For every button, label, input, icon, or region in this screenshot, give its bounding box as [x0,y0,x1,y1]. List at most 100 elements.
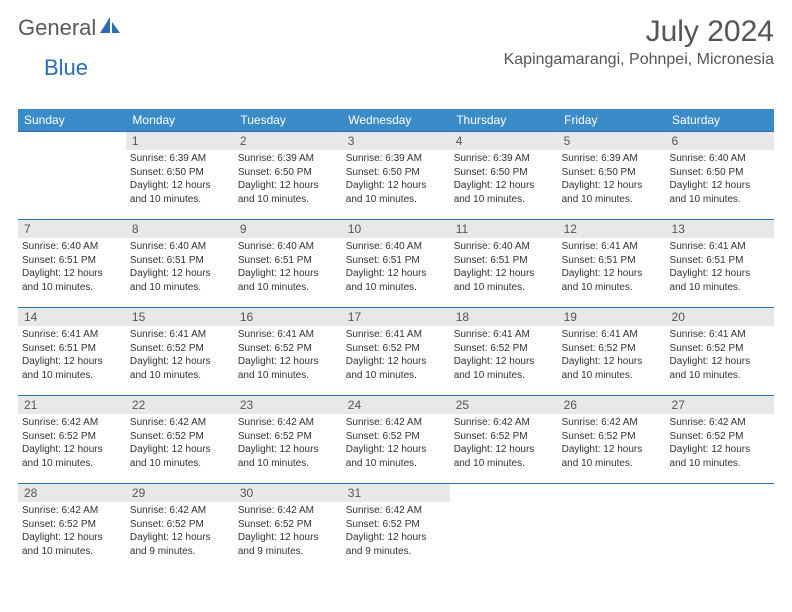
day-data: Sunrise: 6:40 AMSunset: 6:51 PMDaylight:… [126,238,234,298]
day-number: 6 [666,132,774,150]
day-number: 29 [126,484,234,502]
calendar-cell: 25Sunrise: 6:42 AMSunset: 6:52 PMDayligh… [450,396,558,484]
calendar-cell: 10Sunrise: 6:40 AMSunset: 6:51 PMDayligh… [342,220,450,308]
calendar-cell: 27Sunrise: 6:42 AMSunset: 6:52 PMDayligh… [666,396,774,484]
day-data: Sunrise: 6:39 AMSunset: 6:50 PMDaylight:… [234,150,342,210]
day-data: Sunrise: 6:42 AMSunset: 6:52 PMDaylight:… [450,414,558,474]
day-data: Sunrise: 6:42 AMSunset: 6:52 PMDaylight:… [234,414,342,474]
day-data: Sunrise: 6:39 AMSunset: 6:50 PMDaylight:… [558,150,666,210]
day-number: 28 [18,484,126,502]
weekday-header: Monday [126,109,234,132]
calendar-cell: 5Sunrise: 6:39 AMSunset: 6:50 PMDaylight… [558,132,666,220]
day-data: Sunrise: 6:41 AMSunset: 6:51 PMDaylight:… [666,238,774,298]
month-title: July 2024 [504,15,774,49]
day-data: Sunrise: 6:40 AMSunset: 6:50 PMDaylight:… [666,150,774,210]
day-number: 8 [126,220,234,238]
day-data: Sunrise: 6:39 AMSunset: 6:50 PMDaylight:… [126,150,234,210]
calendar-cell: 28Sunrise: 6:42 AMSunset: 6:52 PMDayligh… [18,484,126,572]
day-number: 18 [450,308,558,326]
brand-text-blue: Blue [44,55,88,80]
day-number: 12 [558,220,666,238]
calendar-cell: 19Sunrise: 6:41 AMSunset: 6:52 PMDayligh… [558,308,666,396]
day-data: Sunrise: 6:42 AMSunset: 6:52 PMDaylight:… [558,414,666,474]
day-number: 21 [18,396,126,414]
day-number: 15 [126,308,234,326]
day-number: 22 [126,396,234,414]
day-number: 16 [234,308,342,326]
day-number: 31 [342,484,450,502]
day-number: 3 [342,132,450,150]
calendar-cell: 4Sunrise: 6:39 AMSunset: 6:50 PMDaylight… [450,132,558,220]
weekday-header-row: SundayMondayTuesdayWednesdayThursdayFrid… [18,109,774,132]
calendar-row: 1Sunrise: 6:39 AMSunset: 6:50 PMDaylight… [18,132,774,220]
calendar-cell: 6Sunrise: 6:40 AMSunset: 6:50 PMDaylight… [666,132,774,220]
day-number: 2 [234,132,342,150]
day-data: Sunrise: 6:42 AMSunset: 6:52 PMDaylight:… [234,502,342,562]
calendar-cell: 20Sunrise: 6:41 AMSunset: 6:52 PMDayligh… [666,308,774,396]
calendar-cell: 29Sunrise: 6:42 AMSunset: 6:52 PMDayligh… [126,484,234,572]
day-number: 25 [450,396,558,414]
day-number: 10 [342,220,450,238]
day-number: 24 [342,396,450,414]
calendar-cell: 26Sunrise: 6:42 AMSunset: 6:52 PMDayligh… [558,396,666,484]
day-number: 17 [342,308,450,326]
calendar-cell: 24Sunrise: 6:42 AMSunset: 6:52 PMDayligh… [342,396,450,484]
day-data: Sunrise: 6:40 AMSunset: 6:51 PMDaylight:… [450,238,558,298]
calendar-cell: 2Sunrise: 6:39 AMSunset: 6:50 PMDaylight… [234,132,342,220]
day-data: Sunrise: 6:40 AMSunset: 6:51 PMDaylight:… [342,238,450,298]
calendar-cell: 11Sunrise: 6:40 AMSunset: 6:51 PMDayligh… [450,220,558,308]
weekday-header: Friday [558,109,666,132]
calendar-cell [18,132,126,220]
calendar-cell: 22Sunrise: 6:42 AMSunset: 6:52 PMDayligh… [126,396,234,484]
day-number: 19 [558,308,666,326]
calendar-cell [558,484,666,572]
day-data: Sunrise: 6:41 AMSunset: 6:52 PMDaylight:… [666,326,774,386]
calendar-cell: 16Sunrise: 6:41 AMSunset: 6:52 PMDayligh… [234,308,342,396]
calendar-cell: 3Sunrise: 6:39 AMSunset: 6:50 PMDaylight… [342,132,450,220]
day-data: Sunrise: 6:41 AMSunset: 6:52 PMDaylight:… [342,326,450,386]
day-data: Sunrise: 6:40 AMSunset: 6:51 PMDaylight:… [18,238,126,298]
calendar-row: 7Sunrise: 6:40 AMSunset: 6:51 PMDaylight… [18,220,774,308]
calendar-row: 21Sunrise: 6:42 AMSunset: 6:52 PMDayligh… [18,396,774,484]
day-data: Sunrise: 6:42 AMSunset: 6:52 PMDaylight:… [342,502,450,562]
calendar-cell: 12Sunrise: 6:41 AMSunset: 6:51 PMDayligh… [558,220,666,308]
day-number: 7 [18,220,126,238]
day-data: Sunrise: 6:42 AMSunset: 6:52 PMDaylight:… [18,414,126,474]
calendar-cell: 23Sunrise: 6:42 AMSunset: 6:52 PMDayligh… [234,396,342,484]
day-data: Sunrise: 6:42 AMSunset: 6:52 PMDaylight:… [126,502,234,562]
day-data: Sunrise: 6:39 AMSunset: 6:50 PMDaylight:… [342,150,450,210]
weekday-header: Wednesday [342,109,450,132]
weekday-header: Tuesday [234,109,342,132]
brand-logo: General [18,15,124,41]
weekday-header: Saturday [666,109,774,132]
day-data: Sunrise: 6:40 AMSunset: 6:51 PMDaylight:… [234,238,342,298]
calendar-cell: 30Sunrise: 6:42 AMSunset: 6:52 PMDayligh… [234,484,342,572]
day-number: 23 [234,396,342,414]
brand-sail-icon [100,17,122,40]
day-data: Sunrise: 6:41 AMSunset: 6:51 PMDaylight:… [18,326,126,386]
day-data: Sunrise: 6:41 AMSunset: 6:52 PMDaylight:… [234,326,342,386]
calendar-cell [450,484,558,572]
brand-text-general: General [18,15,96,41]
calendar-cell: 15Sunrise: 6:41 AMSunset: 6:52 PMDayligh… [126,308,234,396]
calendar-cell: 18Sunrise: 6:41 AMSunset: 6:52 PMDayligh… [450,308,558,396]
calendar-cell: 31Sunrise: 6:42 AMSunset: 6:52 PMDayligh… [342,484,450,572]
day-data: Sunrise: 6:41 AMSunset: 6:52 PMDaylight:… [558,326,666,386]
calendar-cell: 7Sunrise: 6:40 AMSunset: 6:51 PMDaylight… [18,220,126,308]
day-number: 27 [666,396,774,414]
day-number: 4 [450,132,558,150]
day-data: Sunrise: 6:42 AMSunset: 6:52 PMDaylight:… [18,502,126,562]
calendar-cell: 17Sunrise: 6:41 AMSunset: 6:52 PMDayligh… [342,308,450,396]
calendar-cell: 21Sunrise: 6:42 AMSunset: 6:52 PMDayligh… [18,396,126,484]
day-number: 30 [234,484,342,502]
day-data: Sunrise: 6:41 AMSunset: 6:51 PMDaylight:… [558,238,666,298]
day-data: Sunrise: 6:42 AMSunset: 6:52 PMDaylight:… [126,414,234,474]
calendar-cell [666,484,774,572]
day-number: 9 [234,220,342,238]
calendar-cell: 14Sunrise: 6:41 AMSunset: 6:51 PMDayligh… [18,308,126,396]
day-number: 26 [558,396,666,414]
day-data: Sunrise: 6:39 AMSunset: 6:50 PMDaylight:… [450,150,558,210]
weekday-header: Sunday [18,109,126,132]
day-number: 1 [126,132,234,150]
day-number: 5 [558,132,666,150]
